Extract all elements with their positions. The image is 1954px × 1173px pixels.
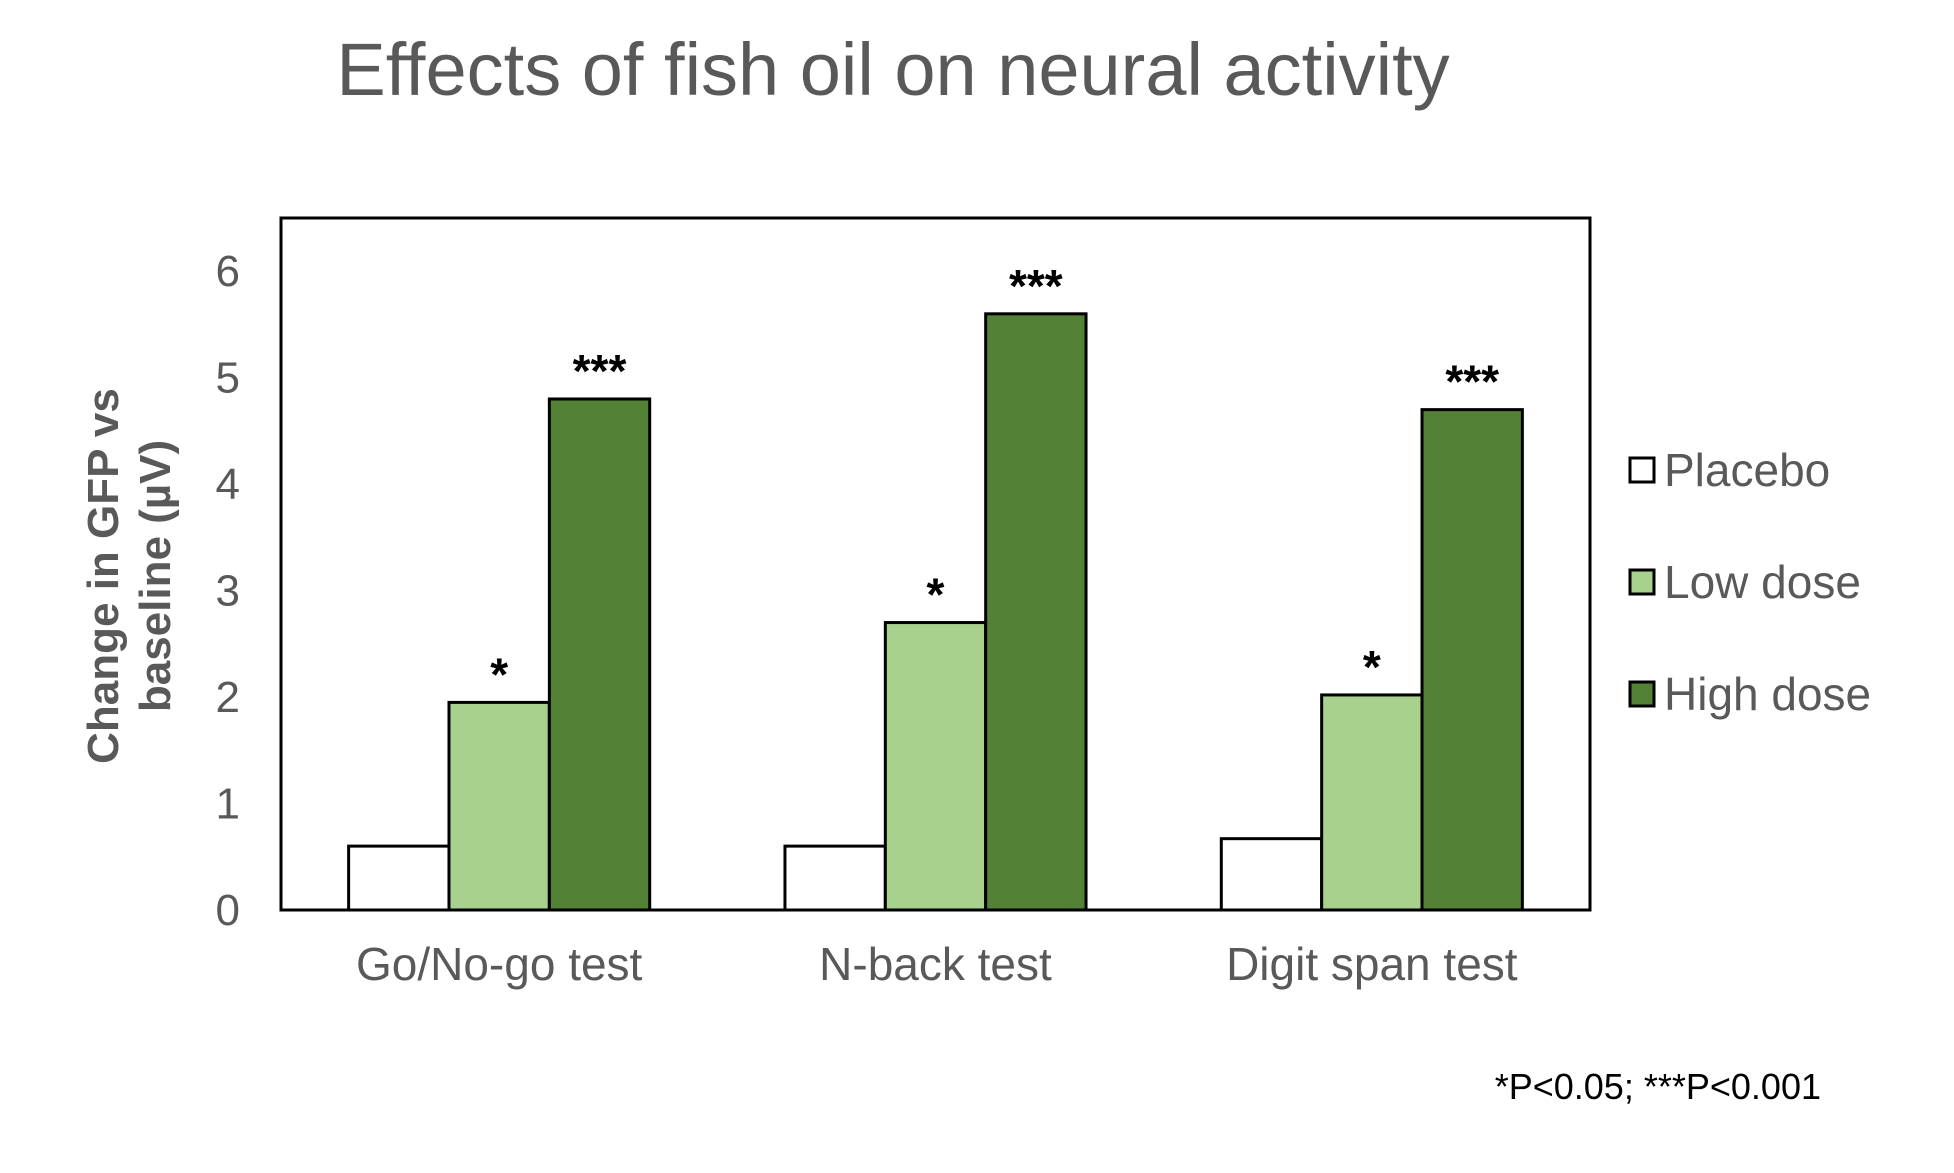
plot-area-frame xyxy=(279,216,1592,912)
significance-marker: * xyxy=(927,569,945,621)
legend-label: Low dose xyxy=(1664,556,1861,608)
significance-markers: ************ xyxy=(490,260,1499,701)
legend-swatch xyxy=(1628,680,1656,708)
significance-footnote: *P<0.05; ***P<0.001 xyxy=(1495,1066,1821,1107)
bar-high-dose xyxy=(547,397,652,912)
bar-placebo xyxy=(347,844,451,912)
bar-low-dose xyxy=(447,700,551,912)
y-tick-label: 1 xyxy=(216,780,240,829)
x-axis-categories: Go/No-go test N-back test Digit span test xyxy=(356,938,1518,990)
y-tick-label: 0 xyxy=(216,886,240,935)
x-category-label: Go/No-go test xyxy=(356,938,643,990)
bars xyxy=(347,312,1524,912)
bar-high-dose xyxy=(1420,408,1524,912)
legend-label: Placebo xyxy=(1664,444,1830,496)
bar-low-dose xyxy=(883,621,988,912)
y-tick-label: 5 xyxy=(216,354,240,403)
x-category-label: Digit span test xyxy=(1226,938,1518,990)
legend: Placebo Low dose High dose xyxy=(1628,444,1871,720)
chart-title: Effects of fish oil on neural activity xyxy=(336,28,1449,111)
bar-low-dose xyxy=(1320,693,1424,912)
y-axis-ticks: 0 1 2 3 4 5 6 xyxy=(216,247,240,935)
bar-high-dose xyxy=(984,312,1088,912)
significance-marker: *** xyxy=(1009,260,1063,312)
significance-marker: * xyxy=(1363,641,1381,693)
y-axis-label-line-1: Change in GFP vs xyxy=(79,388,128,764)
bar-placebo xyxy=(783,844,887,912)
y-tick-label: 6 xyxy=(216,247,240,296)
x-category-label: N-back test xyxy=(819,938,1052,990)
legend-label: High dose xyxy=(1664,668,1871,720)
legend-swatch xyxy=(1628,568,1656,596)
y-axis-label: Change in GFP vs baseline (µV) xyxy=(79,388,180,764)
significance-marker: * xyxy=(490,648,508,700)
y-tick-label: 3 xyxy=(216,567,240,616)
significance-marker: *** xyxy=(1445,356,1499,408)
significance-marker: *** xyxy=(573,345,627,397)
bar-placebo xyxy=(1219,837,1324,912)
y-axis-label-line-2: baseline (µV) xyxy=(131,440,180,712)
y-tick-label: 4 xyxy=(216,460,240,509)
legend-swatch xyxy=(1628,456,1656,484)
y-tick-label: 2 xyxy=(216,673,240,722)
